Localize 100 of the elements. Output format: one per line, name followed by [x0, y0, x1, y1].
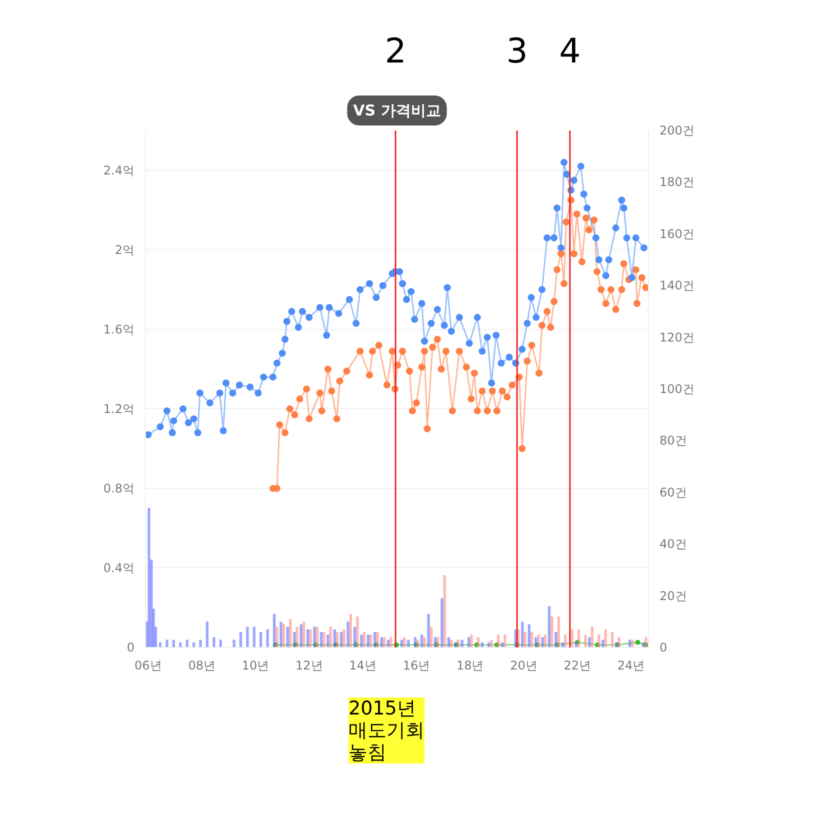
bar: [276, 626, 278, 648]
bar: [320, 632, 323, 648]
text: 4: [559, 32, 581, 72]
bar: [557, 616, 560, 648]
x-tick-label: 18년: [456, 658, 484, 672]
bar: [476, 637, 480, 648]
bar: [400, 640, 404, 648]
bar: [382, 637, 386, 648]
x-tick-label: 16년: [402, 658, 430, 672]
bar: [313, 626, 316, 648]
y-tick-label: 0: [126, 640, 135, 654]
bar: [386, 640, 390, 648]
bar: [423, 637, 426, 648]
bar: [333, 629, 336, 648]
text: 3: [506, 32, 528, 72]
bar: [548, 606, 551, 648]
y2-tick-label: 100건: [660, 382, 694, 396]
bar: [306, 629, 310, 648]
bar: [280, 622, 282, 648]
y2-tick-label: 40건: [660, 537, 687, 552]
bar: [610, 632, 614, 648]
bar: [154, 626, 158, 648]
bar: [427, 614, 430, 648]
bar: [570, 629, 574, 648]
bar: [530, 632, 534, 648]
bar: [166, 640, 168, 648]
bar: [239, 632, 242, 648]
y2-tick-label: 180건: [660, 175, 694, 190]
bar: [326, 634, 330, 648]
bar: [199, 640, 202, 648]
bar: [564, 634, 567, 648]
bar: [266, 629, 269, 648]
y2-tick-label: 60건: [660, 485, 687, 500]
bar: [219, 640, 222, 648]
bar: [416, 640, 420, 648]
y2-tick-label: 20건: [660, 588, 687, 603]
y-tick-label: 2억: [114, 242, 135, 257]
y-tick-label: 0.4억: [103, 560, 135, 575]
bar: [172, 640, 176, 648]
bar: [628, 640, 632, 648]
bar: [282, 624, 285, 648]
bar: [322, 632, 326, 648]
bar: [342, 629, 346, 648]
bar: [434, 637, 437, 648]
bar: [293, 632, 296, 648]
bar: [602, 640, 604, 648]
bar: [407, 640, 410, 648]
bar: [246, 626, 249, 648]
bar: [286, 626, 290, 648]
y-tick-label: 2.4억: [103, 163, 135, 178]
bar: [403, 637, 406, 648]
bar: [390, 637, 392, 648]
bar: [152, 608, 155, 648]
bar: [300, 624, 302, 648]
bar: [528, 624, 530, 648]
y2-tick-label: 80건: [660, 434, 687, 448]
bar: [272, 614, 276, 648]
bar: [376, 632, 379, 648]
bar: [370, 634, 372, 648]
y2-tick-label: 200건: [660, 124, 694, 138]
y2-tick-label: 0: [660, 640, 668, 654]
x-tick-label: 24년: [617, 658, 645, 672]
x-tick-label: 22년: [564, 658, 592, 672]
bar: [420, 634, 424, 648]
bar: [148, 508, 150, 648]
bar: [470, 634, 473, 648]
bar: [447, 637, 450, 648]
bar: [316, 626, 319, 648]
bar: [212, 637, 216, 648]
bar: [450, 640, 453, 648]
bar: [436, 637, 440, 648]
bar: [588, 637, 591, 648]
bar: [336, 632, 339, 648]
bar: [296, 626, 298, 648]
x-tick-label: 08년: [188, 658, 216, 672]
bar: [346, 622, 350, 648]
bar: [443, 575, 446, 648]
bar: [644, 637, 648, 648]
bar: [554, 632, 558, 648]
y-tick-label: 1.2억: [103, 402, 135, 416]
bar: [590, 626, 594, 648]
bar: [252, 626, 256, 648]
bar: [260, 632, 262, 648]
bar: [467, 637, 470, 648]
chart-title: VS 가격비교: [353, 102, 441, 120]
bar: [460, 640, 464, 648]
bar: [340, 632, 343, 648]
bar: [496, 634, 500, 648]
bar: [521, 622, 524, 648]
bar: [604, 629, 607, 648]
bar: [360, 634, 363, 648]
bar: [544, 634, 547, 648]
bar: [490, 640, 493, 648]
bar: [289, 619, 292, 648]
bar: [232, 640, 236, 648]
y2-tick-label: 120건: [660, 330, 694, 344]
bar: [504, 634, 506, 648]
x-tick-label: 10년: [242, 658, 270, 672]
bar: [329, 626, 332, 648]
text: 2015년 매도기회 놓침: [348, 698, 424, 764]
